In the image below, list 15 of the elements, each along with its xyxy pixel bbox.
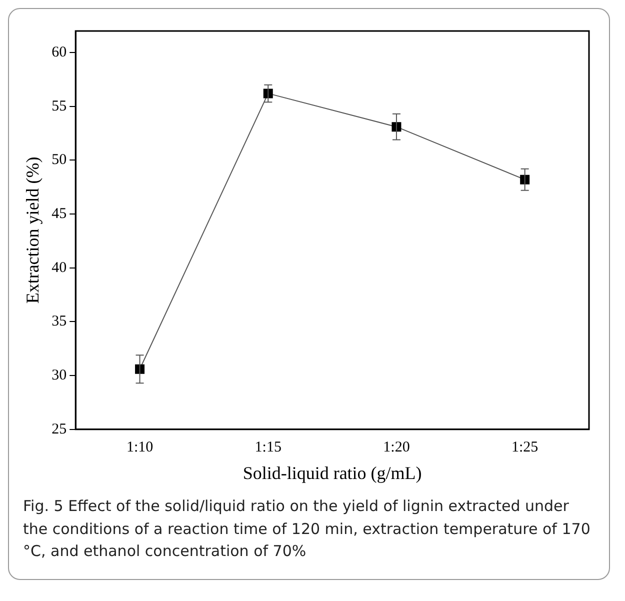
y-tick-label: 55 xyxy=(52,98,67,114)
x-tick-label: 1:20 xyxy=(383,439,410,456)
y-tick-label: 45 xyxy=(52,206,67,222)
y-tick-label: 50 xyxy=(52,152,67,168)
x-tick-label: 1:25 xyxy=(511,439,538,456)
y-tick-label: 30 xyxy=(52,368,67,384)
x-axis-title: Solid-liquid ratio (g/mL) xyxy=(242,462,422,483)
x-tick-label: 1:15 xyxy=(254,439,282,456)
y-tick-label: 60 xyxy=(52,44,67,60)
caption: Fig. 5 Effect of the solid/liquid ratio on the yield of lignin extracted under the conditions of a reaction time of 120 min, extraction temperature of 170 °C, and ethanol concentration of 70% xyxy=(23,496,592,562)
y-tick-label: 40 xyxy=(52,260,67,276)
x-tick-label: 1:10 xyxy=(126,439,154,456)
y-tick-label: 35 xyxy=(52,314,67,330)
y-axis-title: Extraction yield (%) xyxy=(22,156,43,304)
y-tick-label: 25 xyxy=(52,421,67,438)
